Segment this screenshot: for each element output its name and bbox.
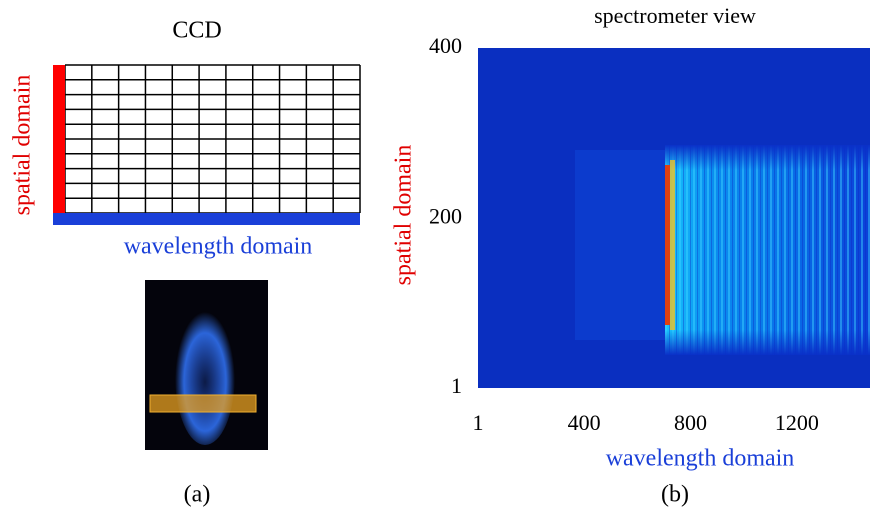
flame-photo <box>145 280 268 450</box>
wavelength-label-b: wavelength domain <box>606 446 795 472</box>
x-tick-label: 1 <box>473 410 484 435</box>
spatial-label-b: spatial domain <box>391 145 417 286</box>
spatial-bar <box>53 65 65 225</box>
spectro-title: spectrometer view <box>594 3 756 28</box>
wavelength-label: wavelength domain <box>124 234 313 260</box>
y-tick-label: 1 <box>451 373 462 398</box>
y-tick-label: 200 <box>429 203 462 228</box>
caption-a: (a) <box>184 482 211 508</box>
x-tick-label: 1200 <box>775 410 819 435</box>
wavelength-bar <box>53 213 360 225</box>
ccd-grid <box>64 64 361 214</box>
y-tick-label: 400 <box>429 33 462 58</box>
x-tick-label: 800 <box>674 410 707 435</box>
spatial-label: spatial domain <box>10 75 36 216</box>
x-tick-label: 400 <box>568 410 601 435</box>
heatmap <box>478 48 870 388</box>
ccd-title: CCD <box>172 18 221 44</box>
caption-b: (b) <box>661 482 689 508</box>
